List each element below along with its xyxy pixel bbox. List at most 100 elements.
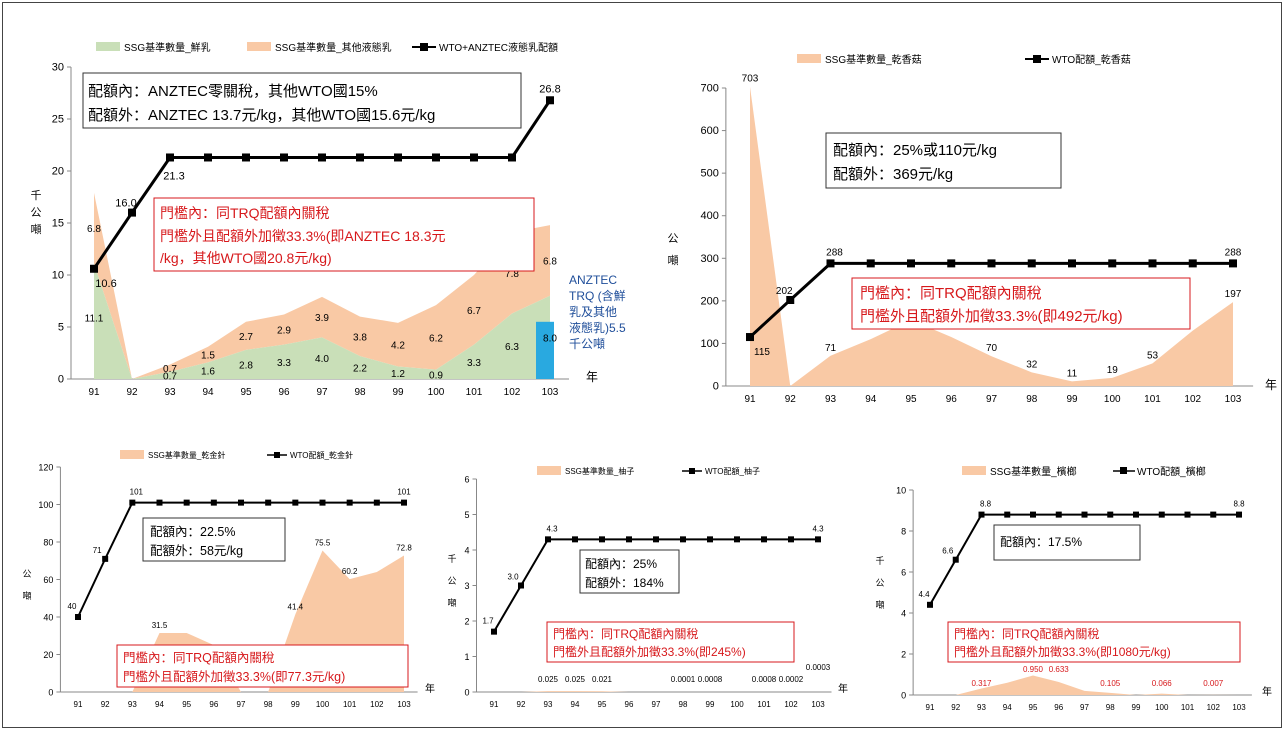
wto-point — [1229, 259, 1237, 268]
data-label-liquid: 2.9 — [277, 326, 291, 337]
wto-label: 1.7 — [482, 617, 494, 626]
x-tick-label: 92 — [951, 703, 960, 712]
x-tick-label: 98 — [1106, 703, 1115, 712]
wto-point — [518, 582, 524, 589]
data-label-liquid: 6.7 — [467, 306, 481, 317]
y-tick-label: 6 — [901, 568, 906, 578]
box2-line2: 門檻外且配額外加徵33.3%(即ANZTEC 18.3元 — [160, 228, 446, 244]
x-axis-label: 年 — [586, 370, 598, 384]
data-label-liquid: 2.7 — [239, 332, 253, 343]
box1-line2: 配額外：ANZTEC 13.7元/kg，其他WTO國15.6元/kg — [88, 107, 435, 124]
x-axis-label: 年 — [1265, 378, 1277, 392]
box1-line1: 配額內：25%或110元/kg — [833, 142, 997, 159]
wto-point — [508, 153, 516, 162]
legend-marker-wto — [274, 452, 280, 458]
wto-point — [210, 499, 217, 506]
x-tick-label: 101 — [466, 387, 483, 398]
data-label-fresh: 2.8 — [239, 360, 253, 371]
wto-label: 202 — [776, 286, 793, 297]
wto-point — [680, 536, 686, 543]
x-tick-label: 94 — [155, 700, 164, 709]
data-label-fresh: 0.9 — [429, 370, 443, 381]
annotation-box-1: 配額內：25%或110元/kg 配額外：369元/kg — [825, 132, 1062, 189]
box2-line1: 門檻內：同TRQ配額內關稅 — [123, 650, 274, 665]
area-fresh — [94, 263, 550, 379]
data-label-ssg: 0.0008 — [752, 675, 777, 684]
y-tick-label: 2 — [901, 650, 906, 660]
wto-label: 21.3 — [163, 170, 184, 182]
legend-fresh: SSG基準數量_鮮乳 — [124, 41, 211, 54]
x-tick-label: 95 — [905, 394, 917, 405]
wto-point — [1107, 511, 1114, 518]
wto-point — [626, 536, 632, 543]
x-tick-label: 97 — [1080, 703, 1089, 712]
wto-label: 10.6 — [95, 278, 116, 290]
y-tick-label: 10 — [52, 270, 64, 282]
x-tick-label: 91 — [926, 703, 935, 712]
x-tick-label: 91 — [744, 394, 756, 405]
y-tick-label: 0 — [713, 381, 719, 393]
data-label-ssg: 71 — [825, 343, 837, 354]
y-tick-label: 100 — [701, 338, 719, 350]
data-label-ssg: 75.5 — [315, 538, 331, 547]
x-tick-label: 98 — [354, 387, 366, 398]
bar-text-2: TRQ (含鮮 — [569, 288, 626, 303]
wto-point — [1236, 511, 1242, 518]
wto-point — [90, 264, 98, 273]
y-axis-label-char: 噸 — [668, 253, 679, 267]
y-tick-label: 500 — [701, 168, 719, 180]
legend: SSG基準數量_乾金針 WTO配額_乾金針 — [120, 450, 353, 460]
legend-wto: WTO配額_柚子 — [705, 466, 760, 476]
x-tick-label: 98 — [264, 700, 273, 709]
x-tick-label: 97 — [316, 387, 328, 398]
y-tick-label: 6 — [464, 475, 469, 485]
data-label-fresh: 3.3 — [467, 358, 481, 369]
data-label-ssg: 0.025 — [538, 675, 559, 684]
wto-label: 115 — [754, 347, 770, 358]
x-tick-label: 96 — [278, 387, 290, 398]
y-axis-label-char: 公 — [22, 569, 31, 579]
legend-area: SSG基準數量_檳榔 — [990, 465, 1077, 478]
data-label-liquid: 7.8 — [505, 269, 519, 280]
box2-line1: 門檻內：同TRQ配額內關稅 — [860, 285, 1042, 302]
data-label-liquid: 4.2 — [391, 341, 405, 352]
data-label-fresh: 1.6 — [201, 367, 215, 378]
data-label-ssg: 0.317 — [971, 679, 992, 688]
data-label-liquid: 3.8 — [353, 332, 367, 343]
x-tick-label: 101 — [1144, 394, 1161, 405]
y-tick-label: 120 — [38, 463, 53, 473]
wto-label: 8.8 — [1233, 500, 1245, 509]
wto-point — [470, 153, 478, 162]
y-tick-label: 3 — [464, 581, 469, 591]
x-tick-label: 95 — [1029, 703, 1038, 712]
annotation-box-2: 門檻內：同TRQ配額內關稅 門檻外且配額外加徵33.3%(即ANZTEC 18.… — [153, 197, 535, 272]
wto-point — [1027, 259, 1036, 268]
wto-point — [1133, 511, 1139, 518]
wto-point — [1158, 511, 1165, 518]
wto-label: 6.6 — [942, 547, 954, 556]
data-label-fresh: 6.3 — [505, 342, 519, 353]
wto-point — [866, 259, 875, 268]
wto-point — [1081, 511, 1088, 518]
x-tick-label: 99 — [706, 700, 715, 709]
wto-point — [1210, 511, 1217, 518]
wto-point — [356, 153, 364, 162]
wto-label: 4.4 — [918, 590, 930, 599]
y-axis-label-char: 噸 — [22, 590, 31, 601]
y-tick-label: 5 — [58, 322, 64, 334]
x-tick-label: 101 — [343, 700, 357, 709]
y-axis-label-char: 噸 — [447, 597, 456, 608]
box2-line1: 門檻內：同TRQ配額內關稅 — [954, 626, 1099, 641]
x-tick-label: 99 — [1066, 394, 1078, 405]
area-ssg — [750, 86, 1233, 387]
legend-wto: WTO配額_檳榔 — [1137, 465, 1206, 478]
x-tick-label: 91 — [88, 387, 100, 398]
wto-point — [987, 259, 996, 268]
wto-point — [1108, 259, 1117, 268]
annotation-box-1: 配額內：ANZTEC零關稅，其他WTO國15% 配額外：ANZTEC 13.7元… — [82, 72, 522, 129]
x-tick-label: 94 — [865, 394, 877, 405]
wto-point — [319, 499, 326, 506]
